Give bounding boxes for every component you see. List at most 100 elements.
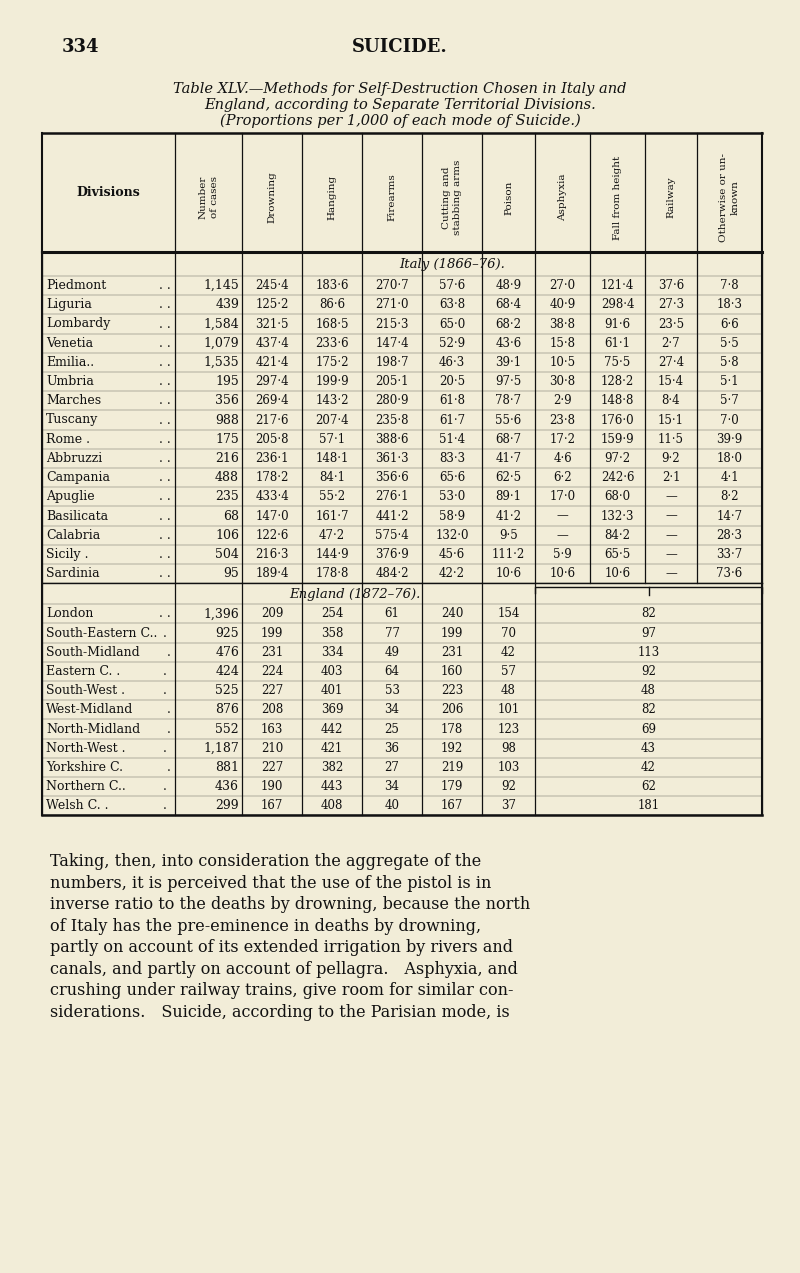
Text: 51·4: 51·4 (439, 433, 465, 446)
Text: 10·6: 10·6 (550, 566, 575, 580)
Text: 128·2: 128·2 (601, 376, 634, 388)
Text: 57: 57 (501, 665, 516, 679)
Text: 39·1: 39·1 (495, 356, 522, 369)
Text: 297·4: 297·4 (255, 376, 289, 388)
Text: Sardinia: Sardinia (46, 566, 100, 580)
Text: 5·1: 5·1 (720, 376, 739, 388)
Text: 271·0: 271·0 (375, 298, 409, 312)
Text: Hanging: Hanging (327, 174, 337, 220)
Text: 39·9: 39·9 (716, 433, 742, 446)
Text: 437·4: 437·4 (255, 336, 289, 350)
Text: 63·8: 63·8 (439, 298, 465, 312)
Text: 2·7: 2·7 (662, 336, 680, 350)
Text: inverse ratio to the deaths by drowning, because the north: inverse ratio to the deaths by drowning,… (50, 896, 530, 914)
Text: 106: 106 (215, 528, 239, 542)
Text: 424: 424 (215, 665, 239, 679)
Text: 25: 25 (385, 723, 399, 736)
Text: 84·2: 84·2 (605, 528, 630, 542)
Text: 4·1: 4·1 (720, 471, 739, 484)
Text: 552: 552 (215, 723, 239, 736)
Text: Number
of cases: Number of cases (198, 176, 218, 219)
Text: 10·5: 10·5 (550, 356, 575, 369)
Text: 92: 92 (501, 780, 516, 793)
Text: . .: . . (159, 298, 171, 312)
Text: 382: 382 (321, 761, 343, 774)
Text: 195: 195 (215, 376, 239, 388)
Text: Otherwise or un-
known: Otherwise or un- known (719, 153, 739, 242)
Text: 242·6: 242·6 (601, 471, 634, 484)
Text: 52·9: 52·9 (439, 336, 465, 350)
Text: Drowning: Drowning (267, 172, 277, 223)
Text: 280·9: 280·9 (375, 395, 409, 407)
Text: —: — (665, 490, 677, 503)
Text: 68·7: 68·7 (495, 433, 522, 446)
Text: 83·3: 83·3 (439, 452, 465, 465)
Text: 369: 369 (321, 703, 343, 717)
Text: —: — (665, 547, 677, 561)
Text: 89·1: 89·1 (495, 490, 522, 503)
Text: 436: 436 (215, 780, 239, 793)
Text: 361·3: 361·3 (375, 452, 409, 465)
Text: 91·6: 91·6 (605, 317, 630, 331)
Text: 57·1: 57·1 (319, 433, 345, 446)
Text: 254: 254 (321, 607, 343, 620)
Text: 199·9: 199·9 (315, 376, 349, 388)
Text: 233·6: 233·6 (315, 336, 349, 350)
Text: 181: 181 (638, 799, 659, 812)
Text: 421: 421 (321, 742, 343, 755)
Text: 43·6: 43·6 (495, 336, 522, 350)
Text: 199: 199 (261, 626, 283, 639)
Text: 231: 231 (261, 645, 283, 658)
Text: 15·1: 15·1 (658, 414, 684, 426)
Text: 144·9: 144·9 (315, 547, 349, 561)
Text: 77: 77 (385, 626, 399, 639)
Text: 103: 103 (498, 761, 520, 774)
Text: 97·5: 97·5 (495, 376, 522, 388)
Text: 334: 334 (62, 38, 99, 56)
Text: 10·6: 10·6 (605, 566, 630, 580)
Text: . .: . . (159, 356, 171, 369)
Text: Northern C..: Northern C.. (46, 780, 126, 793)
Text: 61: 61 (385, 607, 399, 620)
Text: 97·2: 97·2 (605, 452, 630, 465)
Text: 27·4: 27·4 (658, 356, 684, 369)
Text: 62·5: 62·5 (495, 471, 522, 484)
Text: 209: 209 (261, 607, 283, 620)
Text: 113: 113 (638, 645, 660, 658)
Text: . .: . . (159, 395, 171, 407)
Text: 235: 235 (215, 490, 239, 503)
Text: 49: 49 (385, 645, 399, 658)
Text: 123: 123 (498, 723, 520, 736)
Text: —: — (557, 509, 568, 522)
Text: Table XLV.—Methods for Self-Destruction Chosen in Italy and: Table XLV.—Methods for Self-Destruction … (174, 81, 626, 95)
Text: —: — (665, 509, 677, 522)
Text: 132·3: 132·3 (601, 509, 634, 522)
Text: 439: 439 (215, 298, 239, 312)
Text: 68·0: 68·0 (605, 490, 630, 503)
Text: —: — (557, 528, 568, 542)
Text: 33·7: 33·7 (716, 547, 742, 561)
Text: 6·2: 6·2 (553, 471, 572, 484)
Text: 70: 70 (501, 626, 516, 639)
Text: Firearms: Firearms (387, 173, 397, 222)
Text: Marches: Marches (46, 395, 101, 407)
Text: 269·4: 269·4 (255, 395, 289, 407)
Text: 161·7: 161·7 (315, 509, 349, 522)
Text: . .: . . (159, 279, 171, 292)
Text: 205·8: 205·8 (255, 433, 289, 446)
Text: 167: 167 (261, 799, 283, 812)
Text: 27: 27 (385, 761, 399, 774)
Text: 14·7: 14·7 (717, 509, 742, 522)
Text: . .: . . (159, 547, 171, 561)
Text: 227: 227 (261, 761, 283, 774)
Text: 1,187: 1,187 (203, 742, 239, 755)
Text: 20·5: 20·5 (439, 376, 465, 388)
Text: Asphyxia: Asphyxia (558, 173, 567, 222)
Text: 98: 98 (501, 742, 516, 755)
Text: 84·1: 84·1 (319, 471, 345, 484)
Text: 388·6: 388·6 (375, 433, 409, 446)
Text: 65·0: 65·0 (439, 317, 465, 331)
Text: Abbruzzi: Abbruzzi (46, 452, 102, 465)
Text: siderations. Suicide, according to the Parisian mode, is: siderations. Suicide, according to the P… (50, 1004, 510, 1021)
Text: —: — (665, 528, 677, 542)
